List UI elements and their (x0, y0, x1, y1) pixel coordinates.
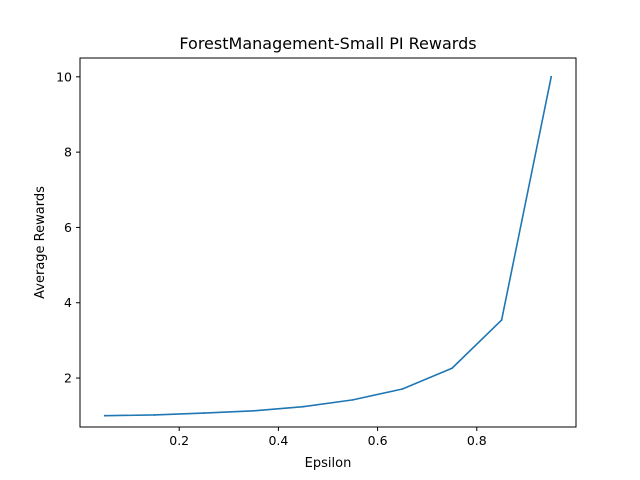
data-point (351, 398, 354, 401)
y-tick-label: 10 (56, 69, 72, 84)
x-tick-label: 0.2 (169, 433, 189, 448)
y-tick-label: 2 (64, 371, 72, 386)
data-point (203, 412, 205, 414)
series-line-0 (103, 75, 553, 417)
data-point (252, 409, 255, 412)
y-tick-label: 8 (64, 145, 72, 160)
x-tick-label: 0.8 (467, 433, 487, 448)
data-point (500, 319, 503, 321)
chart-title: ForestManagement-Small PI Rewards (179, 34, 476, 53)
data-point (401, 388, 404, 390)
x-tick-label: 0.6 (368, 433, 388, 448)
plot-area (103, 75, 553, 417)
data-point (451, 367, 453, 370)
y-tick-label: 4 (64, 295, 72, 310)
y-axis-label: Average Rewards (33, 186, 48, 299)
y-tick-label: 6 (64, 220, 72, 235)
x-axis-label: Epsilon (305, 456, 352, 471)
plot-frame (79, 57, 577, 428)
data-point (302, 405, 305, 408)
data-point (153, 414, 156, 416)
data-point (103, 414, 106, 417)
data-point (550, 75, 553, 78)
axis-ticks: 0.2 0.4 0.6 0.8 2 4 6 8 10 (56, 69, 487, 448)
x-tick-label: 0.4 (268, 433, 288, 448)
